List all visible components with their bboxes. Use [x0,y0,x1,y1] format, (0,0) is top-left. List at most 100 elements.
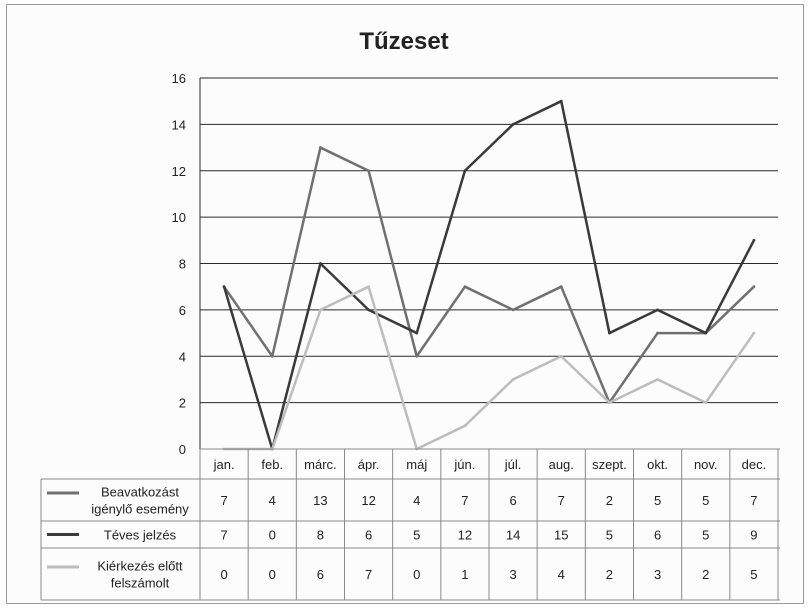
y-tick-label: 6 [179,303,186,318]
table-cell: 2 [606,493,613,508]
table-cell: 15 [554,528,568,543]
data-point [367,308,370,312]
table-cell: 7 [558,493,565,508]
y-tick-label: 4 [179,349,186,364]
y-tick-label: 0 [179,442,186,457]
table-cell: 0 [269,567,276,582]
x-tick-label: márc. [304,457,337,472]
series-line-2 [222,99,756,451]
series-line-3 [224,285,755,451]
x-tick-label: nov. [694,457,718,472]
data-point [415,354,419,358]
data-point [608,331,611,335]
x-tick-label: ápr. [358,457,380,472]
data-point [319,146,322,149]
table-cell: 5 [702,493,709,508]
data-point [704,331,708,335]
y-tick-label: 14 [172,117,186,132]
data-point [319,308,322,312]
data-point [656,331,659,335]
data-point [511,378,515,381]
x-tick-label: máj [406,457,427,472]
table-cell: 7 [750,493,757,508]
data-point [608,401,611,405]
data-point [752,238,756,242]
table-cell: 5 [606,528,613,543]
data-point [367,169,370,173]
table-cell: 7 [365,567,372,582]
table-cell: 5 [654,493,661,508]
data-table: jan. feb. márc. ápr. máj jún. júl. aug. szept. ok… [40,448,780,601]
data-point [222,285,226,289]
legend-label: Téves jelzés [104,528,177,543]
y-tick-label: 8 [179,257,186,272]
table-cell: 14 [506,528,520,543]
table-cell: 4 [558,567,565,582]
x-tick-label: dec. [742,457,767,472]
data-point [270,354,274,358]
table-cell: 0 [413,567,420,582]
table-cell: 7 [461,493,468,508]
y-tick-label: 10 [172,210,186,225]
data-point [656,308,659,312]
legend-label: igénylő esemény [91,502,189,517]
legend-label: Kiérkezés előtt [97,559,183,574]
table-cell: 1 [461,567,468,582]
table-cell: 3 [509,567,516,582]
y-tick-label: 2 [179,396,186,411]
y-axis: 0 2 4 6 8 10 12 14 16 [172,71,186,457]
table-cell: 6 [509,493,516,508]
table-cell: 5 [750,567,757,582]
data-point [511,122,515,126]
table-cell: 12 [458,528,472,543]
data-point [752,285,756,289]
x-tick-label: aug. [549,457,574,472]
series-lines [222,99,756,451]
legend-label: Beavatkozást [101,485,179,500]
table-cell: 5 [702,528,709,543]
table-cell: 6 [365,528,372,543]
x-tick-label: okt. [647,457,668,472]
data-point [511,308,515,312]
table-cell: 0 [220,567,227,582]
data-point [752,331,756,335]
data-point [559,99,563,103]
chart-frame [6,4,804,604]
table-cell: 13 [313,493,327,508]
table-cell: 4 [269,493,276,508]
chart-title: Tűzeset [359,28,448,55]
table-cell: 2 [606,567,613,582]
table-cell: 6 [654,528,661,543]
data-point [463,285,467,289]
table-cell: 4 [413,493,420,508]
data-point [463,424,467,428]
table-cell: 5 [413,528,420,543]
legend-label: felszámolt [111,576,170,591]
data-point [415,331,419,335]
data-point [463,169,467,173]
x-tick-label: jan. [213,457,235,472]
series-line-1 [223,146,755,404]
table-cell: 12 [361,493,375,508]
data-point [367,285,370,289]
data-point [656,378,659,381]
table-cell: 8 [317,528,324,543]
table-cell: 7 [220,493,227,508]
y-tick-label: 16 [172,71,186,86]
table-cell: 0 [269,528,276,543]
table-cell: 6 [317,567,324,582]
y-tick-label: 12 [172,164,186,179]
x-tick-label: szept. [592,457,627,472]
x-tick-label: júl. [504,457,522,472]
x-tick-label: feb. [261,457,283,472]
table-cell: 9 [750,528,757,543]
table-cell: 7 [220,528,227,543]
table-cell: 2 [702,567,709,582]
data-point [559,285,563,289]
table-cell: 3 [654,567,661,582]
x-tick-label: jún. [453,457,475,472]
data-point [559,354,563,358]
data-point [704,401,708,405]
data-point [319,262,322,265]
